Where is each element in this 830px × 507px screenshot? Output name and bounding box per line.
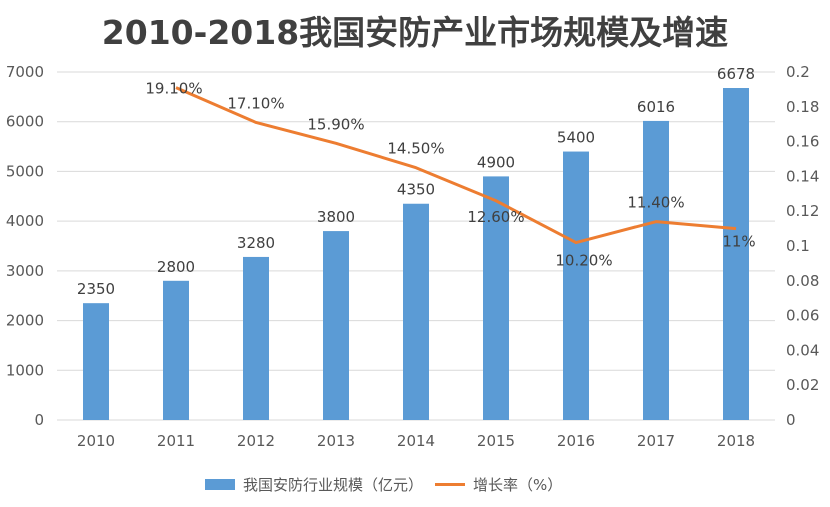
legend-label-line: 增长率（%） — [473, 476, 563, 494]
x-tick-label: 2018 — [717, 432, 755, 450]
chart-title: 2010-2018我国安防产业市场规模及增速 — [101, 13, 729, 52]
bar-data-label: 3800 — [317, 208, 355, 226]
y-left-tick-label: 2000 — [6, 312, 44, 330]
bar — [323, 231, 349, 420]
y-left-tick-label: 4000 — [6, 212, 44, 230]
growth-line — [175, 86, 737, 245]
bar-data-label: 3280 — [237, 234, 275, 252]
y-left-tick-label: 6000 — [6, 113, 44, 131]
line-data-label: 11% — [722, 233, 755, 251]
y-left-tick-label: 1000 — [6, 361, 44, 379]
bar — [723, 88, 749, 421]
y-right-tick-label: 0 — [786, 411, 796, 429]
line-data-label: 10.20% — [555, 252, 612, 270]
y-right-tick-label: 0.04 — [786, 341, 819, 359]
y-right-tick-label: 0.2 — [786, 63, 810, 81]
y-right-tick-label: 0.06 — [786, 307, 819, 325]
x-tick-label: 2015 — [477, 432, 515, 450]
bar — [563, 151, 589, 421]
line-data-label: 12.60% — [467, 208, 524, 226]
legend: 我国安防行业规模（亿元） 增长率（%） — [205, 474, 562, 495]
bar-data-label: 4900 — [477, 153, 515, 171]
y-left-tick-label: 3000 — [6, 262, 44, 280]
legend-label-bar: 我国安防行业规模（亿元） — [243, 476, 424, 494]
x-tick-label: 2012 — [237, 432, 275, 450]
bar — [483, 176, 509, 420]
line-data-label: 19.10% — [145, 80, 202, 98]
legend-swatch-bar — [205, 479, 235, 490]
line-data-label: 14.50% — [387, 140, 444, 158]
y-left-tick-label: 7000 — [6, 63, 44, 81]
bar-data-label: 6016 — [637, 98, 675, 116]
bar — [83, 303, 109, 420]
bar-data-label: 6678 — [717, 65, 755, 83]
line-data-label: 17.10% — [227, 94, 284, 112]
y-left-tick-label: 0 — [34, 411, 44, 429]
line-data-label: 15.90% — [307, 115, 364, 133]
bar — [403, 203, 429, 420]
y-right-tick-label: 0.18 — [786, 98, 819, 116]
y-left-tick-label: 5000 — [6, 162, 44, 180]
bar — [643, 120, 669, 420]
line-data-label: 11.40% — [627, 194, 684, 212]
y-right-tick-label: 0.08 — [786, 272, 819, 290]
x-tick-label: 2017 — [637, 432, 675, 450]
y-right-tick-label: 0.16 — [786, 133, 819, 151]
x-tick-label: 2016 — [557, 432, 595, 450]
x-tick-label: 2010 — [77, 432, 115, 450]
legend-swatch-line — [435, 483, 466, 486]
y-right-tick-label: 0.12 — [786, 202, 819, 220]
x-tick-label: 2013 — [317, 432, 355, 450]
bar-data-label: 2800 — [157, 258, 195, 276]
y-right-tick-label: 0.1 — [786, 237, 810, 255]
bar-data-label: 4350 — [397, 181, 435, 199]
y-right-tick-label: 0.02 — [786, 376, 819, 394]
bar-data-label: 2350 — [77, 280, 115, 298]
y-right-tick-label: 0.14 — [786, 167, 819, 185]
bar — [243, 256, 269, 420]
x-tick-label: 2014 — [397, 432, 435, 450]
bar-data-label: 5400 — [557, 129, 595, 147]
bar — [163, 280, 189, 420]
x-tick-label: 2011 — [157, 432, 195, 450]
